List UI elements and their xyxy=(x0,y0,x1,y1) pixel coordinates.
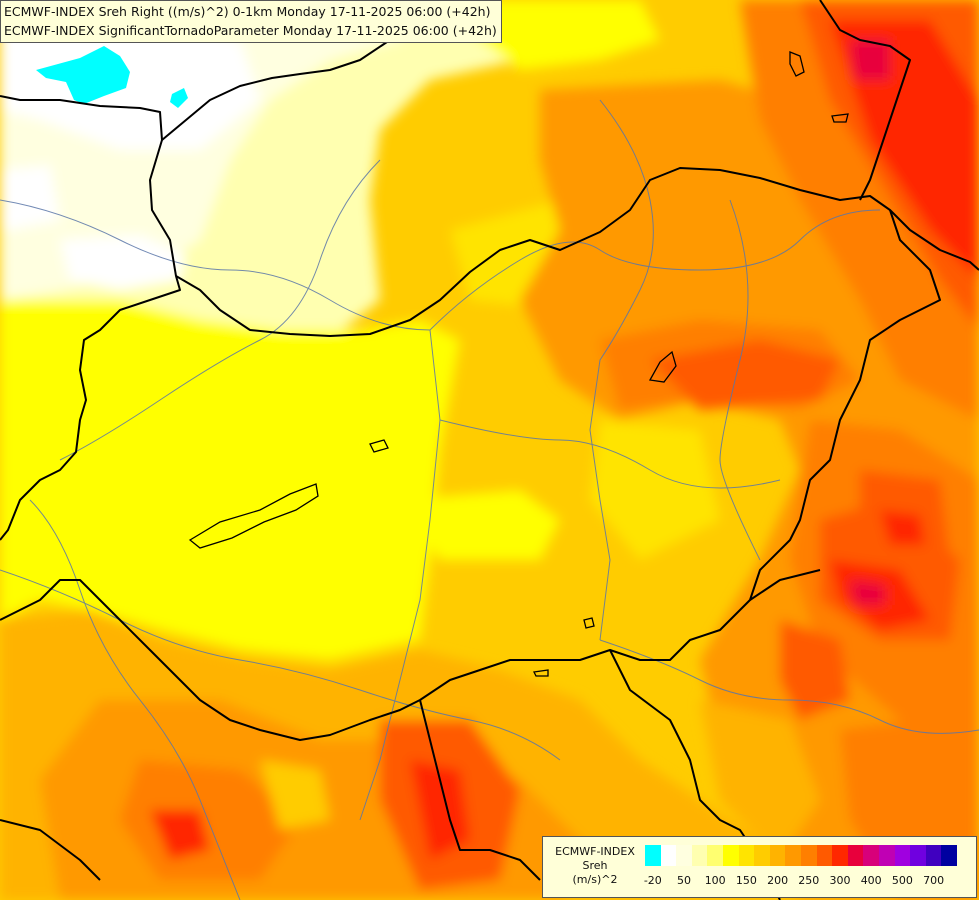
legend-swatch xyxy=(910,845,926,866)
legend-swatch xyxy=(832,845,848,866)
legend-parameter: Sreh xyxy=(582,859,608,872)
legend-swatch xyxy=(754,845,770,866)
legend-tick-label: 100 xyxy=(704,874,726,887)
legend-tick-label: 250 xyxy=(798,874,820,887)
negative-sreh-patches xyxy=(36,46,188,108)
legend-swatch xyxy=(785,845,801,866)
legend-tick-label: 150 xyxy=(735,874,757,887)
legend-swatch xyxy=(863,845,879,866)
legend-swatch xyxy=(816,845,833,866)
lakes xyxy=(188,51,849,677)
legend-swatch xyxy=(800,845,817,866)
title-line-stp: ECMWF-INDEX SignificantTornadoParameter … xyxy=(4,23,497,38)
legend-tick-label: -20 xyxy=(643,874,662,887)
legend-unit: (m/s)^2 xyxy=(572,873,618,886)
legend-swatch xyxy=(691,845,708,866)
map-title-box: ECMWF-INDEX Sreh Right ((m/s)^2) 0-1km M… xyxy=(0,0,502,43)
legend-swatch xyxy=(769,845,786,866)
legend-tick-label: 50 xyxy=(677,874,691,887)
legend-tick-label: 300 xyxy=(829,874,851,887)
legend-swatch xyxy=(878,845,895,866)
legend-source: ECMWF-INDEX xyxy=(555,845,635,858)
legend-tick-label: 400 xyxy=(860,874,882,887)
legend-swatch xyxy=(660,845,677,866)
legend-swatches xyxy=(645,845,957,866)
legend-swatch xyxy=(707,845,723,866)
legend-swatch xyxy=(894,845,911,866)
legend-tick-label: 500 xyxy=(891,874,913,887)
rivers xyxy=(0,99,979,900)
legend-swatch xyxy=(645,845,661,866)
color-legend: ECMWF-INDEX Sreh (m/s)^2 -20 50 100 150 200 2… xyxy=(542,836,977,898)
legend-swatch xyxy=(941,845,957,866)
legend-ticks: -20 50 100 150 200 250 300 400 500 700 xyxy=(643,874,965,890)
legend-tick-label: 200 xyxy=(767,874,789,887)
legend-swatch xyxy=(722,845,739,866)
lake-balaton xyxy=(188,483,319,549)
legend-swatch xyxy=(925,845,942,866)
legend-swatch xyxy=(847,845,864,866)
lake-tisza xyxy=(648,350,677,383)
legend-swatch xyxy=(738,845,755,866)
legend-title: ECMWF-INDEX Sreh (m/s)^2 xyxy=(547,845,643,887)
legend-tick-label: 700 xyxy=(923,874,945,887)
legend-swatch xyxy=(676,845,692,866)
title-line-sreh: ECMWF-INDEX Sreh Right ((m/s)^2) 0-1km M… xyxy=(4,4,491,19)
lake-velence xyxy=(369,439,389,453)
